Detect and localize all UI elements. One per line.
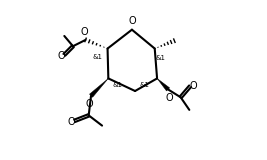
Polygon shape: [157, 78, 170, 91]
Text: &1: &1: [155, 55, 166, 61]
Polygon shape: [89, 78, 108, 97]
Text: O: O: [81, 27, 89, 37]
Text: &1: &1: [93, 54, 103, 60]
Text: O: O: [58, 51, 65, 61]
Text: O: O: [189, 80, 197, 91]
Text: O: O: [68, 117, 76, 127]
Text: O: O: [128, 16, 136, 26]
Text: &1: &1: [112, 82, 122, 88]
Text: O: O: [85, 99, 93, 109]
Text: O: O: [165, 93, 173, 103]
Text: &1: &1: [140, 82, 150, 88]
